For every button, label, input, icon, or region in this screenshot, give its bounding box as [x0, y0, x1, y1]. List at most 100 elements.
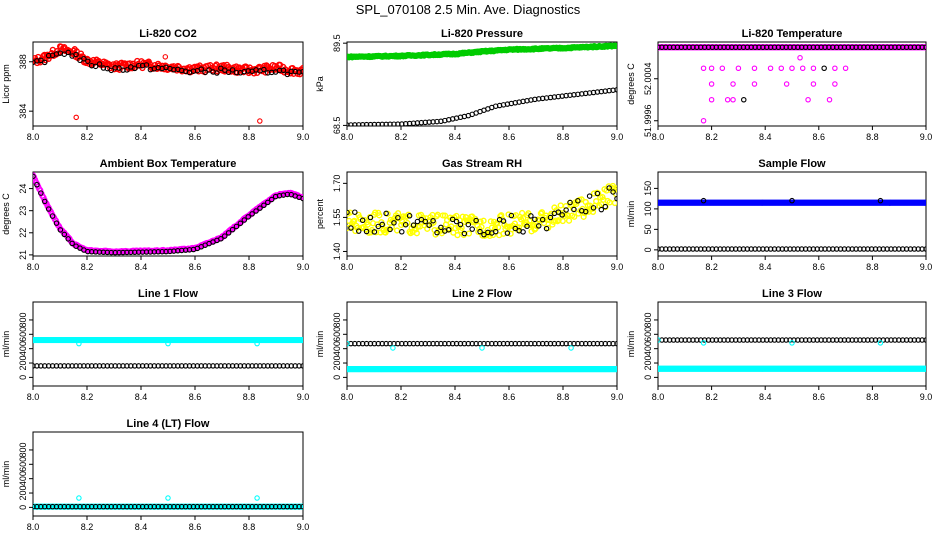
plot-points — [33, 43, 303, 124]
x-tick-label: 8.2 — [81, 392, 94, 402]
data-point — [535, 223, 542, 229]
x-tick-label: 8.0 — [341, 262, 354, 272]
chart-title: Line 1 Flow — [138, 288, 198, 300]
data-point — [708, 97, 715, 103]
data-point — [413, 230, 420, 237]
plot-points — [33, 336, 303, 369]
x-tick-label: 8.8 — [866, 132, 879, 142]
data-point — [162, 54, 169, 60]
data-point — [57, 227, 64, 233]
data-point — [741, 97, 747, 103]
y-tick-label: 50 — [643, 224, 653, 234]
data-point — [299, 64, 303, 72]
y-tick-label: 600 — [332, 327, 342, 342]
data-point — [613, 366, 617, 373]
x-tick-label: 9.0 — [611, 262, 624, 272]
data-point — [611, 199, 617, 207]
x-tick-label: 8.0 — [652, 262, 665, 272]
y-tick-label: 89.5 — [332, 34, 342, 52]
data-point — [449, 216, 456, 223]
data-point — [268, 196, 275, 203]
x-tick-label: 8.8 — [557, 132, 570, 142]
data-point — [378, 219, 385, 226]
x-tick-label: 9.0 — [920, 392, 933, 402]
x-tick-label: 8.4 — [759, 132, 772, 142]
data-point — [65, 49, 71, 56]
x-tick-label: 8.6 — [189, 522, 202, 532]
plot-frame — [32, 301, 304, 387]
x-tick-label: 8.8 — [557, 392, 570, 402]
data-point — [730, 81, 736, 87]
plot-points — [33, 495, 303, 510]
chart-panel-6: Sample Flow ml/min 8.0 8.2 8.4 8.6 8.8 9.0 0 50 10… — [626, 158, 932, 272]
data-point — [300, 363, 303, 369]
y-axis-label: Licor ppm — [1, 64, 11, 104]
data-point — [453, 218, 460, 225]
chart-panel-9: Line 3 Flow ml/min 8.0 8.2 8.4 8.6 8.8 9.0 0 2004… — [626, 288, 932, 402]
data-point — [257, 205, 263, 211]
y-tick-label: 0 — [643, 247, 653, 252]
data-point — [391, 220, 397, 226]
data-point — [528, 213, 534, 219]
y-tick-label: 1.40 — [332, 243, 342, 261]
y-tick-label: 52.0004 — [643, 62, 653, 95]
chart-panel-7: Line 1 Flow ml/min 8.0 8.2 8.4 8.6 8.8 9.0 0 2004… — [1, 288, 309, 402]
data-point — [778, 65, 785, 72]
data-point — [538, 209, 546, 216]
data-point — [37, 187, 44, 194]
data-point — [53, 220, 60, 226]
data-point — [300, 69, 303, 75]
plot-frame — [32, 431, 304, 517]
x-tick-label: 8.4 — [449, 262, 462, 272]
data-point — [487, 218, 494, 225]
x-tick-label: 8.2 — [705, 132, 718, 142]
x-tick-label: 8.2 — [81, 132, 94, 142]
data-point — [390, 345, 396, 351]
data-point — [520, 215, 527, 222]
x-tick-label: 8.0 — [27, 522, 40, 532]
data-point — [719, 65, 726, 72]
chart-panel-4: Ambient Box Temperature degrees C 8.0 8.2 8.… — [1, 158, 309, 272]
y-tick-label: 21 — [18, 250, 28, 260]
data-point — [610, 189, 616, 195]
x-tick-label: 9.0 — [297, 392, 310, 402]
x-tick-label: 8.2 — [395, 262, 408, 272]
y-axis-label: degrees C — [626, 63, 636, 105]
data-point — [520, 229, 526, 235]
data-point — [563, 207, 569, 213]
data-point — [606, 185, 612, 191]
data-point — [573, 200, 580, 208]
x-tick-label: 8.2 — [395, 392, 408, 402]
data-point — [568, 345, 574, 351]
y-axis-label: ml/min — [626, 331, 636, 358]
data-point — [300, 503, 303, 510]
data-point — [108, 67, 115, 74]
data-point — [767, 65, 774, 72]
data-point — [555, 209, 562, 215]
data-point — [789, 65, 795, 72]
x-tick-label: 8.0 — [652, 392, 665, 402]
x-tick-label: 8.6 — [189, 132, 202, 142]
y-tick-label: 388 — [18, 54, 28, 69]
data-point — [614, 87, 617, 93]
data-point — [81, 55, 87, 62]
data-point — [708, 65, 715, 72]
data-point — [586, 193, 593, 199]
data-point — [598, 206, 605, 213]
data-point — [580, 213, 587, 220]
y-tick-label: 600 — [18, 457, 28, 472]
data-point — [38, 190, 44, 196]
data-point — [229, 226, 236, 233]
data-point — [488, 224, 496, 231]
data-point — [751, 81, 758, 87]
chart-panel-2: Li-820 Pressure kPa 8.0 8.2 8.4 8.6 8.8 9.0 68.5… — [315, 28, 623, 142]
data-point — [614, 340, 617, 347]
data-point — [430, 219, 437, 226]
x-tick-label: 8.2 — [395, 132, 408, 142]
data-point — [347, 209, 350, 216]
x-tick-label: 8.0 — [27, 392, 40, 402]
data-point — [495, 224, 502, 231]
x-tick-label: 8.6 — [503, 262, 516, 272]
x-tick-label: 8.8 — [243, 262, 256, 272]
data-point — [730, 97, 736, 103]
